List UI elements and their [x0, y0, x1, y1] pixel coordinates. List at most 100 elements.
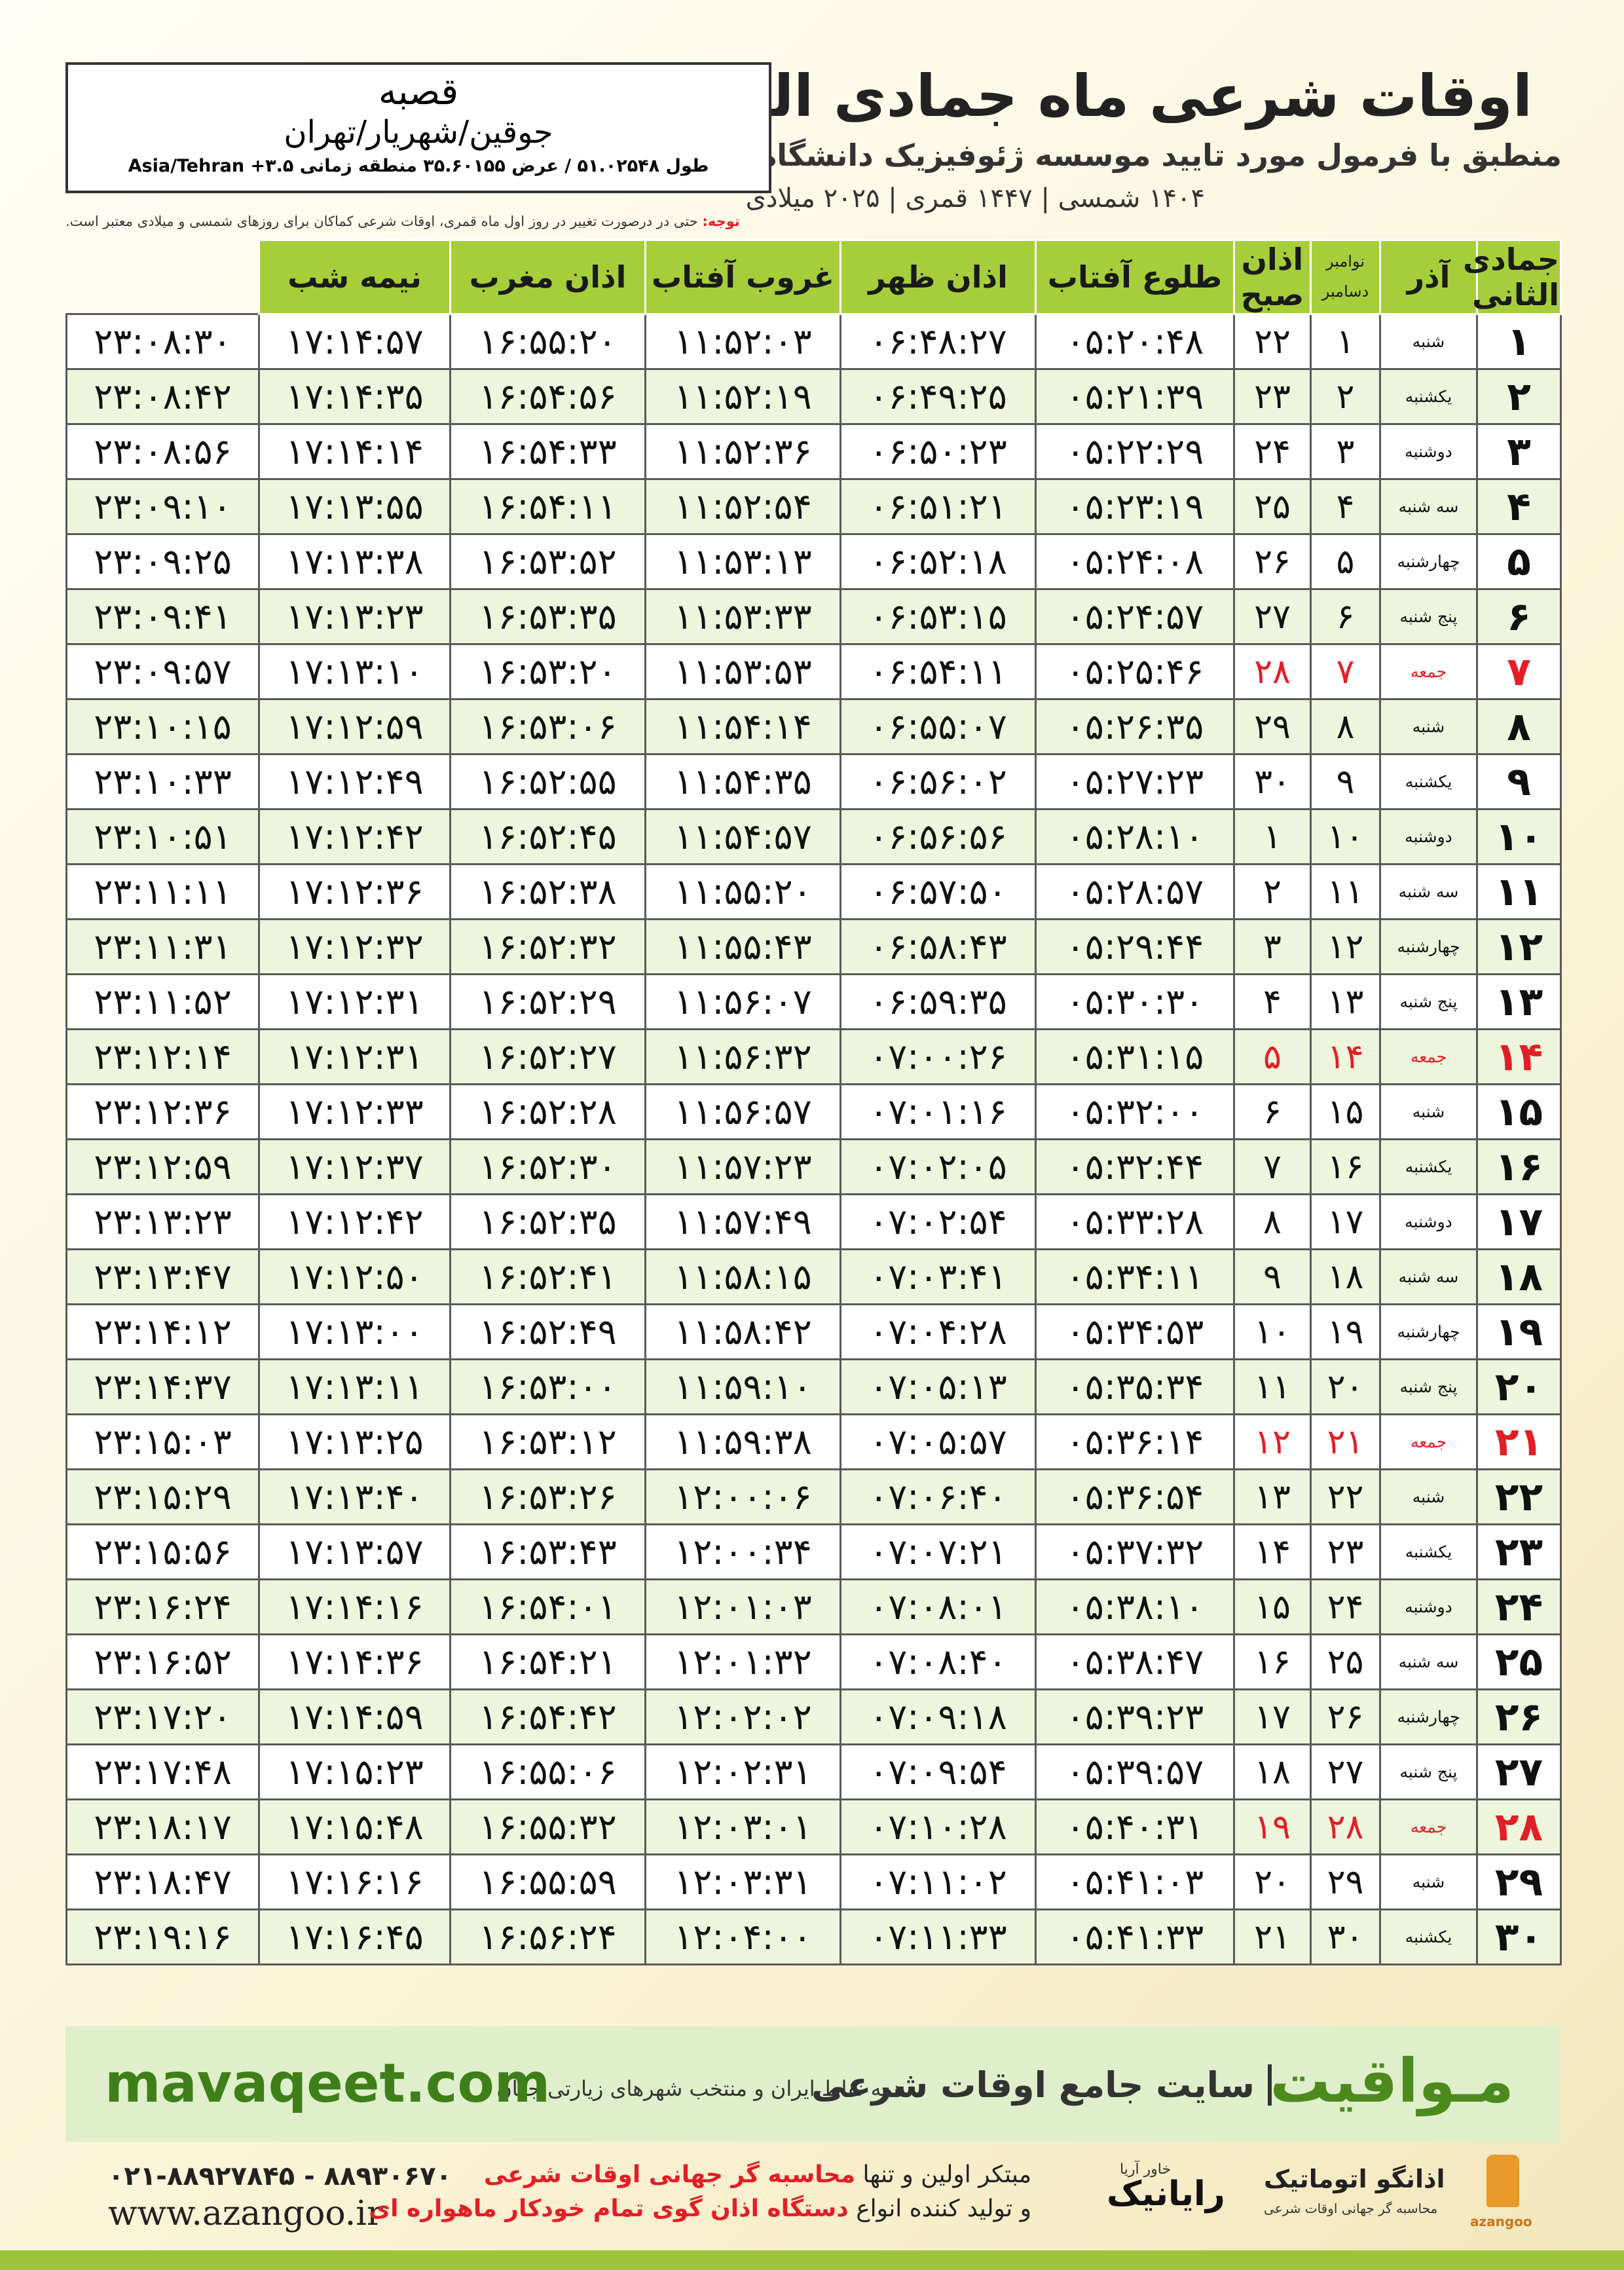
note: توجه: حتی در درصورت تغییر در روز اول ماه… — [65, 214, 740, 229]
table-cell: ۰۵:۳۷:۳۲ — [1035, 1523, 1235, 1580]
table-cell: ۱۱:۵۲:۰۳ — [644, 313, 841, 370]
table-cell: ۱۷ — [1233, 1688, 1312, 1745]
table-cell: ۲۳:۱۱:۵۲ — [65, 973, 260, 1030]
table-cell: ۱۱:۵۲:۳۶ — [644, 423, 841, 480]
table-cell: ۱۱:۵۳:۳۳ — [644, 588, 841, 645]
table-row: ۱۸ سه شنبه ۱۸ ۹ ۰۵:۳۴:۱۱ ۰۷:۰۳:۴۱ ۱۱:۵۸:۱۵ ۱۶:۵… — [65, 1248, 1562, 1305]
table-cell: ۳ — [1476, 423, 1562, 480]
table-cell: ۱۱ — [1310, 863, 1381, 920]
table-row: ۲۷ پنج شنبه ۲۷ ۱۸ ۰۵:۳۹:۵۷ ۰۷:۰۹:۵۴ ۱۲:۰۲:۳۱ ۱۶… — [65, 1743, 1562, 1800]
table-cell: جمعه — [1379, 643, 1478, 700]
table-cell: ۱۶:۵۲:۲۷ — [449, 1028, 646, 1085]
table-cell: ۱۸ — [1233, 1743, 1312, 1800]
table-cell: ۱۶:۵۲:۲۸ — [449, 1083, 646, 1140]
table-cell: ۱۳ — [1476, 973, 1562, 1030]
table-cell: ۲۳:۱۰:۳۳ — [65, 753, 260, 810]
table-cell: ۱۸ — [1476, 1248, 1562, 1305]
column-header: نوامبر دسامبر — [1310, 239, 1381, 315]
table-cell: ۰۵:۳۶:۵۴ — [1035, 1468, 1235, 1525]
table-row: ۱۶ یکشنبه ۱۶ ۷ ۰۵:۳۲:۴۴ ۰۷:۰۲:۰۵ ۱۱:۵۷:۲۳ ۱۶:۵۲… — [65, 1138, 1562, 1195]
location-region: جوقین/شهریار/تهران — [284, 114, 553, 151]
prayer-table: جمادی الثانی آذر نوامبر دسامبر اذان صبح طلوع … — [65, 239, 1562, 1965]
table-cell: ۲۶ — [1476, 1688, 1562, 1745]
table-cell: ۰۷:۱۱:۰۲ — [840, 1853, 1037, 1910]
table-cell: پنج شنبه — [1379, 1358, 1478, 1415]
table-cell: ۲۵ — [1233, 478, 1312, 535]
table-cell: ۲۳:۱۴:۱۲ — [65, 1303, 260, 1360]
table-cell: ۱۶:۵۵:۰۶ — [449, 1743, 646, 1800]
column-header: جمادی الثانی — [1463, 239, 1562, 315]
table-cell: ۲۰ — [1476, 1358, 1562, 1415]
table-cell: ۱۷:۱۶:۱۶ — [258, 1853, 451, 1910]
table-cell: ۱۱:۵۳:۱۳ — [644, 533, 841, 590]
table-cell: ۲۳:۱۶:۲۴ — [65, 1578, 260, 1635]
table-cell: ۶ — [1233, 1083, 1312, 1140]
table-row: ۳ دوشنبه ۳ ۲۴ ۰۵:۲۲:۲۹ ۰۶:۵۰:۲۳ ۱۱:۵۲:۳۶ ۱۶:۵۴:… — [65, 423, 1562, 480]
table-row: ۶ پنج شنبه ۶ ۲۷ ۰۵:۲۴:۵۷ ۰۶:۵۳:۱۵ ۱۱:۵۳:۳۳ ۱۶:۵… — [65, 588, 1562, 645]
table-cell: ۰۵:۲۱:۳۹ — [1035, 368, 1235, 425]
table-cell: ۱۲:۰۳:۳۱ — [644, 1853, 841, 1910]
table-cell: ۱۷:۱۳:۰۰ — [258, 1303, 451, 1360]
table-cell: ۰۵:۲۴:۰۸ — [1035, 533, 1235, 590]
table-cell: سه شنبه — [1379, 1633, 1478, 1690]
table-cell: ۷ — [1476, 643, 1562, 700]
table-cell: ۱۵ — [1233, 1578, 1312, 1635]
table-cell: ۱۶:۵۴:۳۳ — [449, 423, 646, 480]
logo: اذانگو اتوماتیک — [1264, 2165, 1445, 2193]
table-cell: ۰۷:۱۱:۳۳ — [840, 1908, 1037, 1965]
banner: مـواقیت سایت جامع اوقات شرعی همه نقاط ای… — [65, 2026, 1560, 2142]
table-cell: ۲۳:۱۷:۲۰ — [65, 1688, 260, 1745]
logo-sub: محاسبه گر جهانی اوقات شرعی — [1264, 2201, 1438, 2216]
table-cell: ۲۲ — [1310, 1468, 1381, 1525]
website[interactable]: www.azangoo.ir — [108, 2194, 383, 2233]
logo: رایانیک — [1107, 2174, 1225, 2214]
logo-en: azangoo — [1470, 2214, 1532, 2229]
table-cell: ۱ — [1233, 808, 1312, 865]
table-cell: ۱۷:۱۳:۲۳ — [258, 588, 451, 645]
brand: مـواقیت — [1270, 2046, 1514, 2116]
table-cell: ۱۱:۵۴:۱۴ — [644, 698, 841, 755]
table-cell: ۱۶:۵۲:۵۵ — [449, 753, 646, 810]
table-cell: ۲۱ — [1310, 1413, 1381, 1470]
table-cell: ۱۰ — [1233, 1303, 1312, 1360]
table-row: ۱ شنبه ۱ ۲۲ ۰۵:۲۰:۴۸ ۰۶:۴۸:۲۷ ۱۱:۵۲:۰۳ ۱۶:۵۵:۲۰… — [65, 313, 1562, 370]
table-cell: ۱۱:۵۷:۲۳ — [644, 1138, 841, 1195]
table-cell: ۰۶:۴۸:۲۷ — [840, 313, 1037, 370]
table-cell: ۸ — [1476, 698, 1562, 755]
table-cell: شنبه — [1379, 313, 1478, 370]
table-cell: ۲۳:۱۱:۳۱ — [65, 918, 260, 975]
table-cell: ۱۶ — [1233, 1633, 1312, 1690]
table-cell: ۰۷:۰۲:۵۴ — [840, 1193, 1037, 1250]
table-cell: ۱۷:۱۳:۱۰ — [258, 643, 451, 700]
table-cell: شنبه — [1379, 1468, 1478, 1525]
table-cell: ۰۶:۵۵:۰۷ — [840, 698, 1037, 755]
table-cell: ۱۱:۵۶:۵۷ — [644, 1083, 841, 1140]
table-cell: ۱۱:۵۴:۳۵ — [644, 753, 841, 810]
table-cell: ۲۴ — [1476, 1578, 1562, 1635]
table-row: ۱۷ دوشنبه ۱۷ ۸ ۰۵:۳۳:۲۸ ۰۷:۰۲:۵۴ ۱۱:۵۷:۴۹ ۱۶:۵۲… — [65, 1193, 1562, 1250]
table-cell: ۲۳:۰۹:۵۷ — [65, 643, 260, 700]
url[interactable]: mavaqeet.com — [105, 2053, 551, 2115]
table-cell: جمعه — [1379, 1413, 1478, 1470]
table-cell: ۱۲ — [1476, 918, 1562, 975]
table-cell: ۹ — [1310, 753, 1381, 810]
table-cell: ۰۵:۳۹:۵۷ — [1035, 1743, 1235, 1800]
table-cell: ۱۷:۱۲:۳۱ — [258, 973, 451, 1030]
table-cell: ۵ — [1310, 533, 1381, 590]
table-cell: ۰۶:۵۹:۳۵ — [840, 973, 1037, 1030]
table-cell: ۲۳:۱۲:۳۶ — [65, 1083, 260, 1140]
table-cell: ۲۳:۰۸:۵۶ — [65, 423, 260, 480]
table-cell: ۱۵ — [1310, 1083, 1381, 1140]
column-header: اذان ظهر — [840, 239, 1037, 315]
table-cell: ۰۵:۳۴:۱۱ — [1035, 1248, 1235, 1305]
table-cell: ۱۲:۰۱:۰۳ — [644, 1578, 841, 1635]
table-cell: ۱۷:۱۴:۳۵ — [258, 368, 451, 425]
table-cell: ۲۳:۱۵:۲۹ — [65, 1468, 260, 1525]
table-cell: ۲۸ — [1476, 1798, 1562, 1855]
table-cell: یکشنبه — [1379, 1523, 1478, 1580]
table-row: ۱۰ دوشنبه ۱۰ ۱ ۰۵:۲۸:۱۰ ۰۶:۵۶:۵۶ ۱۱:۵۴:۵۷ ۱۶:۵۲… — [65, 808, 1562, 865]
table-cell: ۰۵:۴۱:۰۳ — [1035, 1853, 1235, 1910]
table-cell: ۱۱:۵۴:۵۷ — [644, 808, 841, 865]
table-cell: ۱۴ — [1310, 1028, 1381, 1085]
